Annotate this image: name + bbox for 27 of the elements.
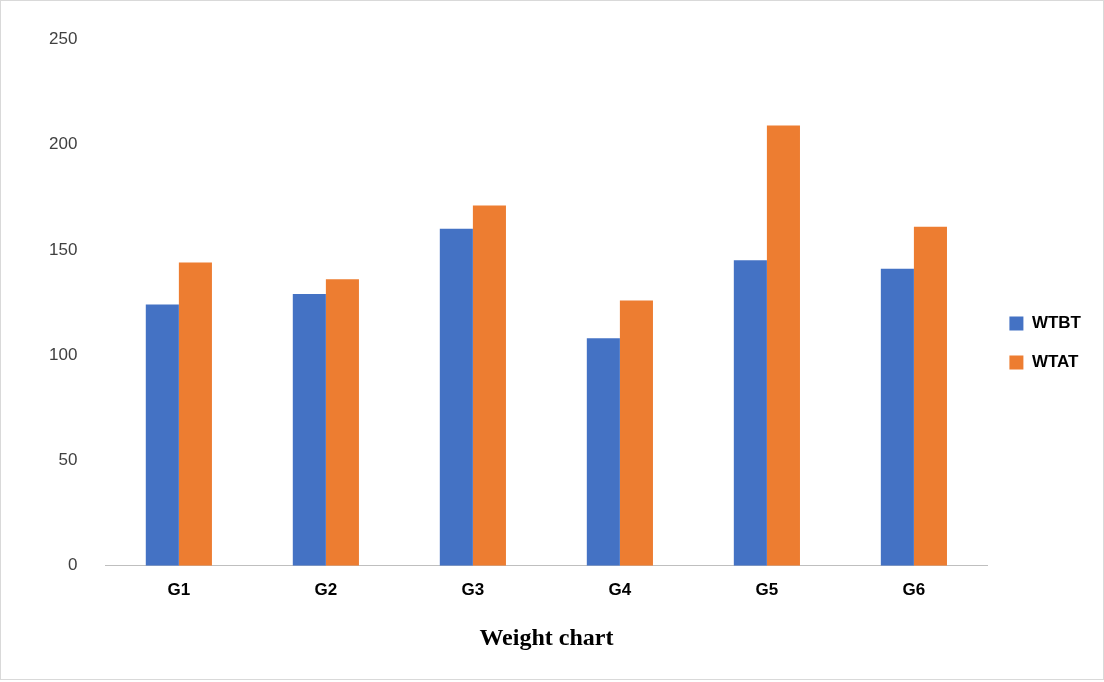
- bar: [325, 279, 359, 566]
- bar: [913, 226, 947, 566]
- y-tick-label: 200: [48, 134, 78, 154]
- bar: [586, 338, 620, 566]
- x-tick-label: G4: [608, 579, 632, 599]
- y-tick-label: 150: [48, 239, 78, 259]
- y-tick-label: 250: [48, 28, 78, 48]
- bar: [619, 300, 653, 566]
- y-tick-label: 50: [58, 450, 78, 470]
- x-tick-label: G6: [902, 579, 926, 599]
- x-tick-label: G3: [461, 579, 485, 599]
- x-axis-title: Weight chart: [479, 623, 614, 650]
- legend-label: WTBT: [1031, 313, 1082, 333]
- bar: [178, 262, 212, 566]
- bar: [766, 125, 800, 566]
- x-tick-label: G2: [314, 579, 338, 599]
- bar: [439, 228, 473, 566]
- y-tick-label: 100: [48, 344, 78, 364]
- x-tick-label: G5: [755, 579, 779, 599]
- bar: [292, 294, 326, 566]
- bar: [733, 260, 767, 566]
- y-tick-label: 0: [67, 555, 78, 575]
- bar: [472, 205, 506, 566]
- legend-label: WTAT: [1031, 352, 1080, 372]
- bar: [145, 304, 179, 566]
- bar: [880, 268, 914, 566]
- x-tick-label: G1: [167, 579, 191, 599]
